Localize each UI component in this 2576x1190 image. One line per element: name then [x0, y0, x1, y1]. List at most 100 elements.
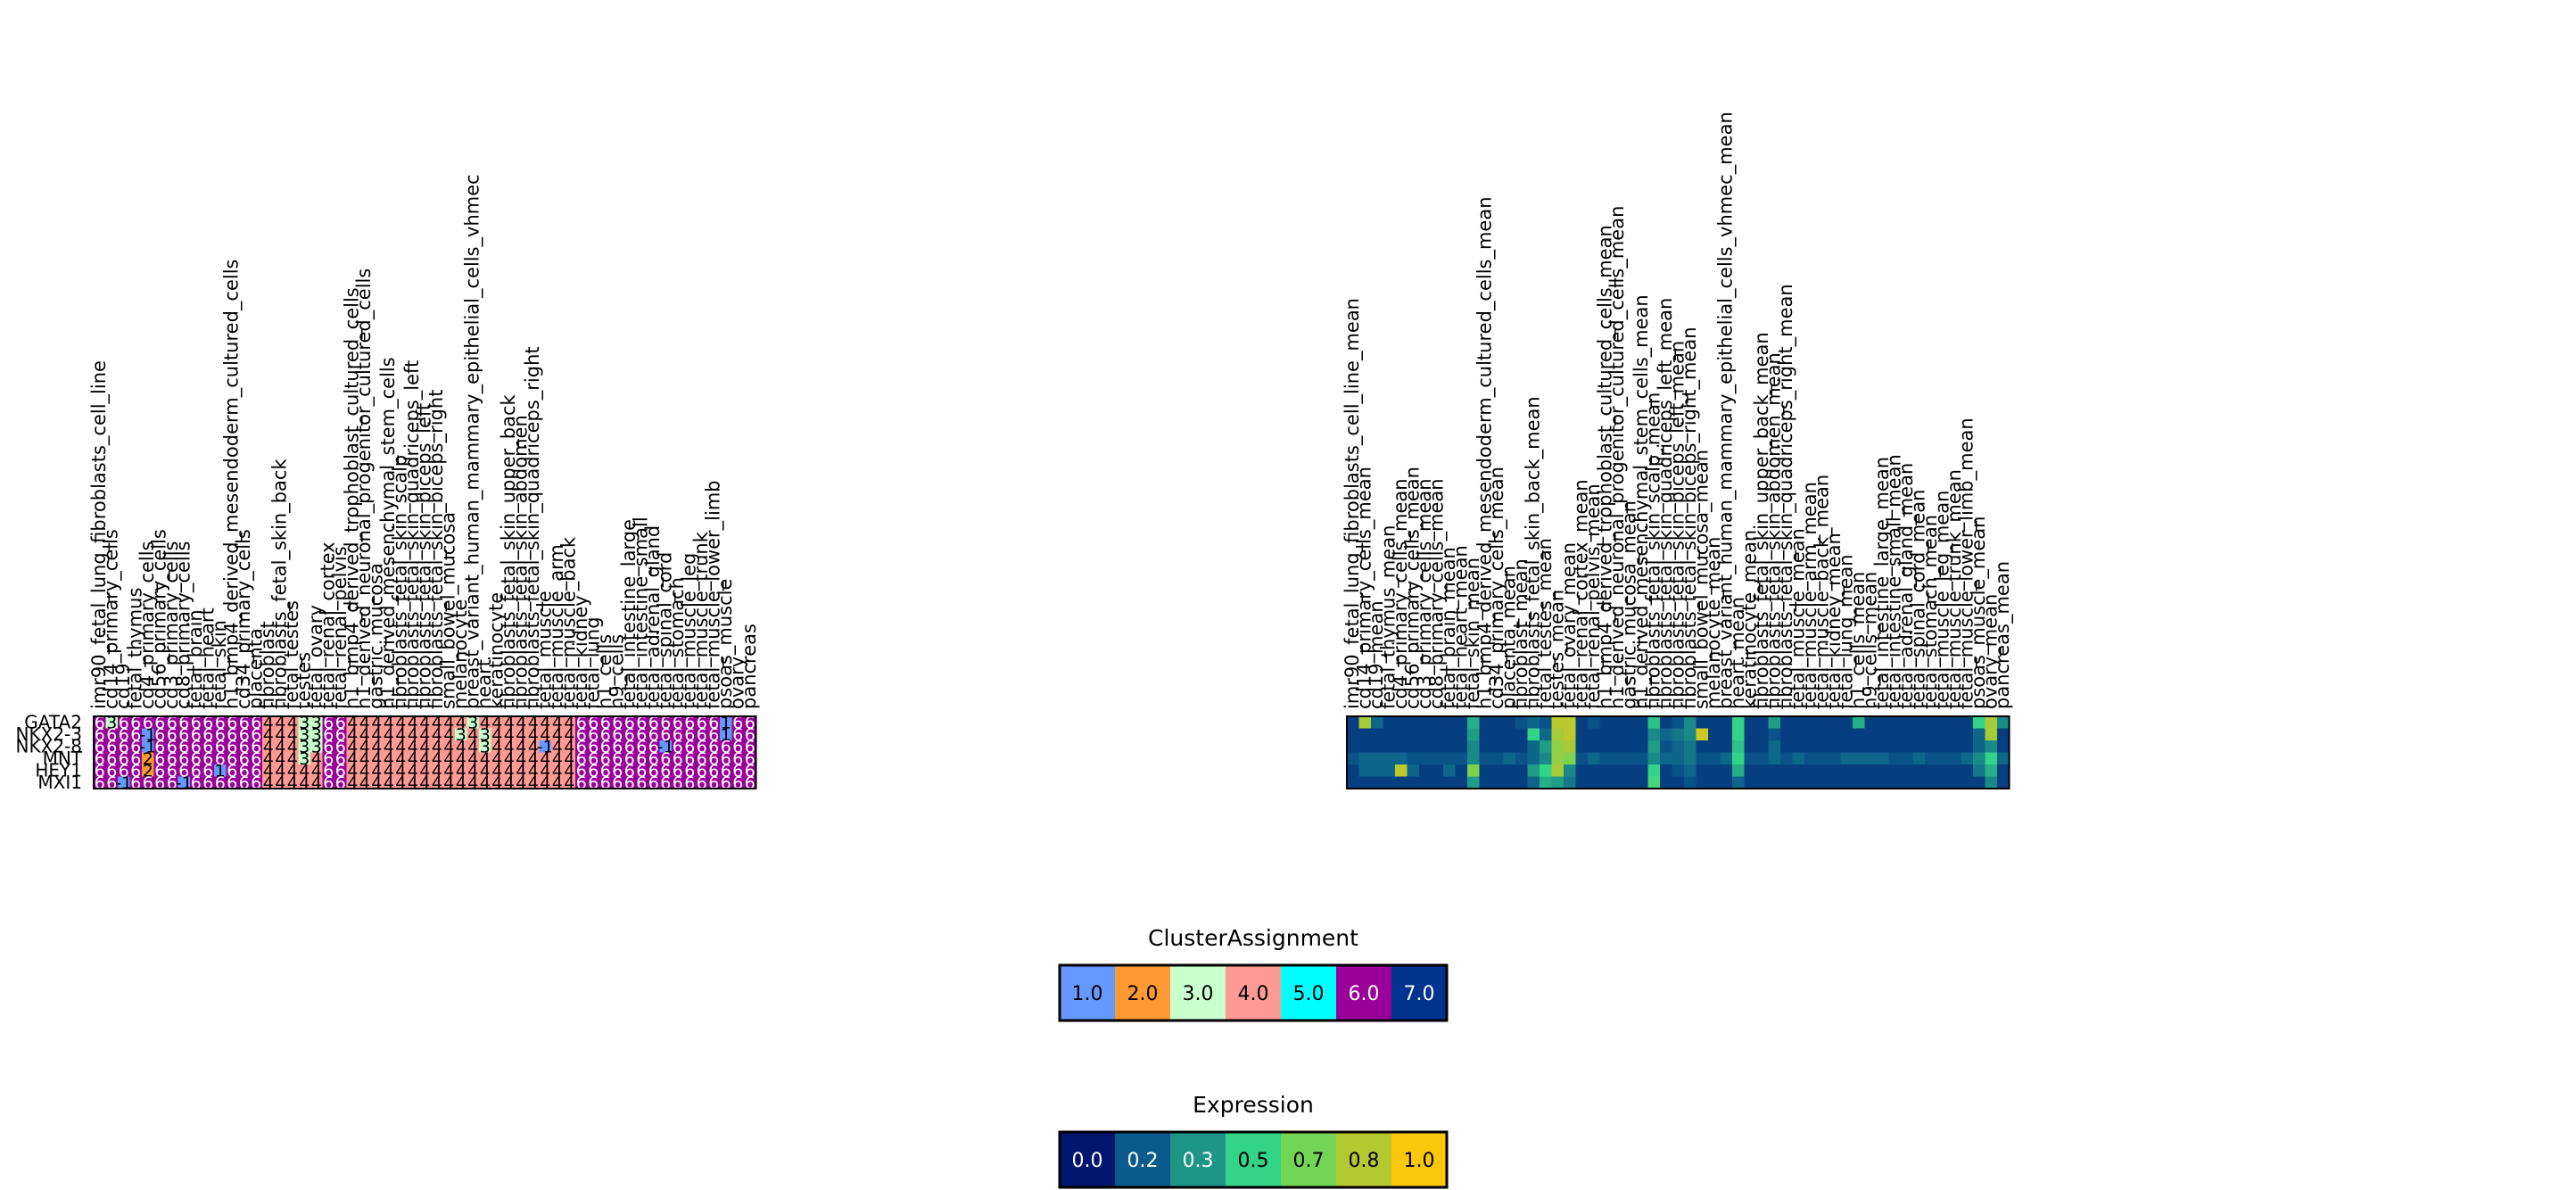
- cell-value: 6: [673, 737, 683, 756]
- cell-value: 6: [202, 761, 213, 781]
- heatmap-cell: [1491, 764, 1504, 777]
- cell-value: 6: [239, 713, 250, 732]
- heatmap-cell: [1780, 776, 1793, 789]
- cell-value: 6: [130, 737, 141, 756]
- heatmap-cell: [1829, 776, 1841, 789]
- cell-value: -1: [139, 737, 156, 756]
- heatmap-cell: [431, 764, 443, 777]
- heatmap-cell: [1792, 752, 1805, 765]
- column-label: fibroblasts_fetal_skin_scalp_mean: [1642, 393, 1664, 709]
- heatmap-cell: [1551, 776, 1565, 789]
- heatmap-cell: [1961, 764, 1974, 777]
- heatmap-cell: [1840, 728, 1854, 741]
- heatmap-cell: [1684, 764, 1697, 777]
- heatmap-cell: [238, 716, 251, 729]
- heatmap-cell: [334, 728, 347, 740]
- heatmap-cell: [190, 764, 202, 777]
- cell-value: 6: [239, 737, 250, 756]
- heatmap-cell: [1647, 728, 1661, 741]
- cell-value: 6: [745, 761, 755, 781]
- cell-value: 6: [636, 713, 647, 732]
- heatmap-cell: [539, 764, 551, 777]
- heatmap-cell: [648, 728, 660, 740]
- heatmap-cell: [720, 728, 732, 740]
- heatmap-cell: [1358, 764, 1372, 777]
- cell-value: 6: [202, 725, 213, 745]
- heatmap-cell: [1768, 764, 1781, 777]
- heatmap-cell: [1997, 716, 2010, 729]
- heatmap-cell: [310, 728, 323, 740]
- heatmap-cell: [1647, 716, 1661, 729]
- heatmap-cell: [105, 776, 118, 789]
- cell-value: 6: [684, 737, 695, 756]
- cell-value: 6: [636, 773, 647, 793]
- heatmap-cell: [129, 740, 142, 753]
- heatmap-cell: [1792, 776, 1805, 789]
- heatmap-cell: [1503, 752, 1516, 765]
- colorbar-title: Expression: [1193, 1092, 1314, 1118]
- heatmap-cell: [635, 752, 648, 764]
- heatmap-cell: [1684, 716, 1697, 729]
- expression-colorbar: Expression 0.0 0.2 0.3 0.5 0.7 0.8 1.0: [1058, 1092, 1449, 1189]
- heatmap-cell: [1479, 764, 1492, 777]
- cell-value: 4: [395, 713, 406, 732]
- heatmap-cell: [1455, 716, 1468, 729]
- cell-value: 4: [456, 749, 466, 769]
- heatmap-cell: [1371, 764, 1383, 777]
- cell-value: 6: [684, 761, 695, 781]
- column-label: fetal_intestine_small_mean: [1883, 454, 1905, 709]
- heatmap-cell: [1455, 752, 1468, 765]
- heatmap-cell: [1961, 728, 1974, 741]
- cell-value: 6: [215, 713, 226, 732]
- cell-value: 6: [721, 737, 731, 756]
- column-label: cd34_primary_cells: [233, 529, 255, 709]
- heatmap-cell: [1515, 740, 1528, 753]
- heatmap-cell: [142, 776, 154, 789]
- heatmap-cell: [346, 716, 359, 729]
- heatmap-cell: [1720, 764, 1733, 777]
- cell-value: 4: [516, 737, 526, 756]
- column-label: cd14_primary_cells_mean: [1353, 467, 1375, 709]
- heatmap-cell: [1407, 776, 1420, 789]
- heatmap-cell: [648, 764, 660, 777]
- cell-value: 4: [299, 761, 310, 781]
- heatmap-cell: [1888, 740, 1902, 753]
- cell-value: 4: [384, 761, 394, 781]
- heatmap-cell: [1792, 740, 1805, 753]
- cell-value: 6: [323, 737, 334, 756]
- heatmap-cell: [1768, 752, 1781, 765]
- heatmap-cell: [1564, 764, 1576, 777]
- heatmap-cell: [1949, 776, 1961, 789]
- cell-value: 4: [287, 749, 298, 769]
- cell-value: 4: [504, 773, 515, 793]
- heatmap-cell: [623, 764, 636, 777]
- heatmap-cell: [479, 728, 491, 740]
- cell-value: 4: [347, 761, 358, 781]
- cell-value: 4: [540, 749, 550, 769]
- heatmap-cell: [1660, 716, 1672, 729]
- cell-value: 6: [732, 749, 743, 769]
- heatmap-cell: [238, 752, 251, 764]
- column-label: cd3_primary_cells_mean: [1414, 478, 1436, 709]
- cell-value: 4: [564, 737, 574, 756]
- heatmap-cell: [1720, 728, 1733, 741]
- heatmap-cell: [1973, 764, 1986, 777]
- column-label: fetal_muscle_lower_limb: [702, 480, 724, 709]
- heatmap-cell: [1551, 764, 1565, 777]
- heatmap-cell: [1840, 764, 1854, 777]
- column-label: fetal_heart_mean: [1449, 545, 1472, 709]
- heatmap-cell: [1672, 740, 1685, 753]
- heatmap-cell: [1564, 728, 1576, 741]
- heatmap-cell: [1443, 728, 1456, 741]
- heatmap-cell: [1936, 740, 1950, 753]
- heatmap-cell: [1949, 752, 1961, 765]
- column-label: fetal_muscle_leg_mean: [1931, 491, 1953, 709]
- cell-value: 4: [504, 761, 515, 781]
- cell-value: 6: [167, 737, 178, 756]
- heatmap-cell: [1564, 752, 1576, 765]
- cell-value: 4: [480, 773, 491, 793]
- heatmap-cell: [1877, 776, 1889, 789]
- heatmap-cell: [1431, 764, 1444, 777]
- heatmap-cell: [1744, 764, 1757, 777]
- cell-value: 6: [154, 749, 165, 769]
